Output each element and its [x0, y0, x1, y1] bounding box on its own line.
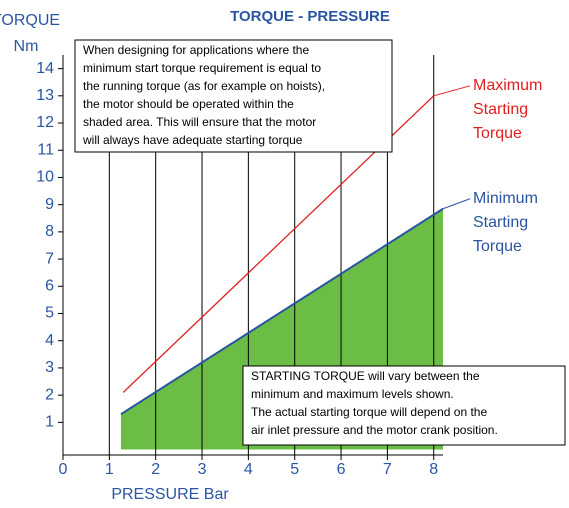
legend-label: Starting — [473, 214, 528, 231]
annotation-text: shaded area. This will ensure that the m… — [83, 115, 316, 129]
y-tick-label: 2 — [45, 386, 54, 403]
x-tick-label: 5 — [290, 461, 299, 478]
annotation-text: the motor should be operated within the — [83, 97, 294, 111]
y-tick-label: 12 — [36, 114, 54, 131]
legend-label: Maximum — [473, 77, 542, 94]
x-tick-label: 8 — [429, 461, 438, 478]
legend-label: Torque — [473, 238, 522, 255]
annotation-text: STARTING TORQUE will vary between the — [251, 369, 480, 383]
x-tick-label: 2 — [151, 461, 160, 478]
x-tick-label: 1 — [105, 461, 114, 478]
x-tick-label: 3 — [198, 461, 207, 478]
annotation-text: the running torque (as for example on ho… — [83, 79, 325, 93]
legend-label: Torque — [473, 125, 522, 142]
annotation-text: The actual starting torque will depend o… — [251, 405, 487, 419]
legend-leader — [442, 198, 471, 210]
y-axis-label: TORQUE — [0, 12, 60, 29]
y-tick-label: 14 — [36, 60, 54, 77]
chart-title: TORQUE - PRESSURE — [230, 8, 390, 25]
y-tick-label: 1 — [45, 414, 54, 431]
annotation-text: minimum start torque requirement is equa… — [83, 61, 321, 75]
y-tick-label: 3 — [45, 359, 54, 376]
x-tick-label: 0 — [59, 461, 68, 478]
annotation-box — [242, 365, 566, 446]
series-line — [120, 207, 444, 416]
legend-label: Starting — [473, 101, 528, 118]
annotation-text: will always have adequate starting torqu… — [82, 133, 303, 147]
y-tick-label: 9 — [45, 196, 54, 213]
x-axis-label: PRESSURE Bar — [111, 486, 229, 503]
x-tick-label: 7 — [383, 461, 392, 478]
annotation-text: air inlet pressure and the motor crank p… — [251, 423, 498, 437]
y-tick-label: 7 — [45, 250, 54, 267]
annotation-text: When designing for applications where th… — [83, 43, 309, 57]
x-tick-label: 4 — [244, 461, 253, 478]
y-tick-label: 6 — [45, 278, 54, 295]
y-tick-label: 5 — [45, 305, 54, 322]
y-tick-label: 10 — [36, 169, 54, 186]
x-tick-label: 6 — [337, 461, 346, 478]
legend-label: Minimum — [473, 190, 538, 207]
y-tick-label: 13 — [36, 87, 54, 104]
legend-leader — [433, 85, 471, 97]
annotation-box — [74, 39, 393, 153]
annotation-text: minimum and maximum levels shown. — [251, 387, 454, 401]
y-axis-label: Nm — [14, 38, 39, 55]
y-tick-label: 4 — [45, 332, 54, 349]
y-tick-label: 8 — [45, 223, 54, 240]
y-tick-label: 11 — [37, 141, 54, 158]
